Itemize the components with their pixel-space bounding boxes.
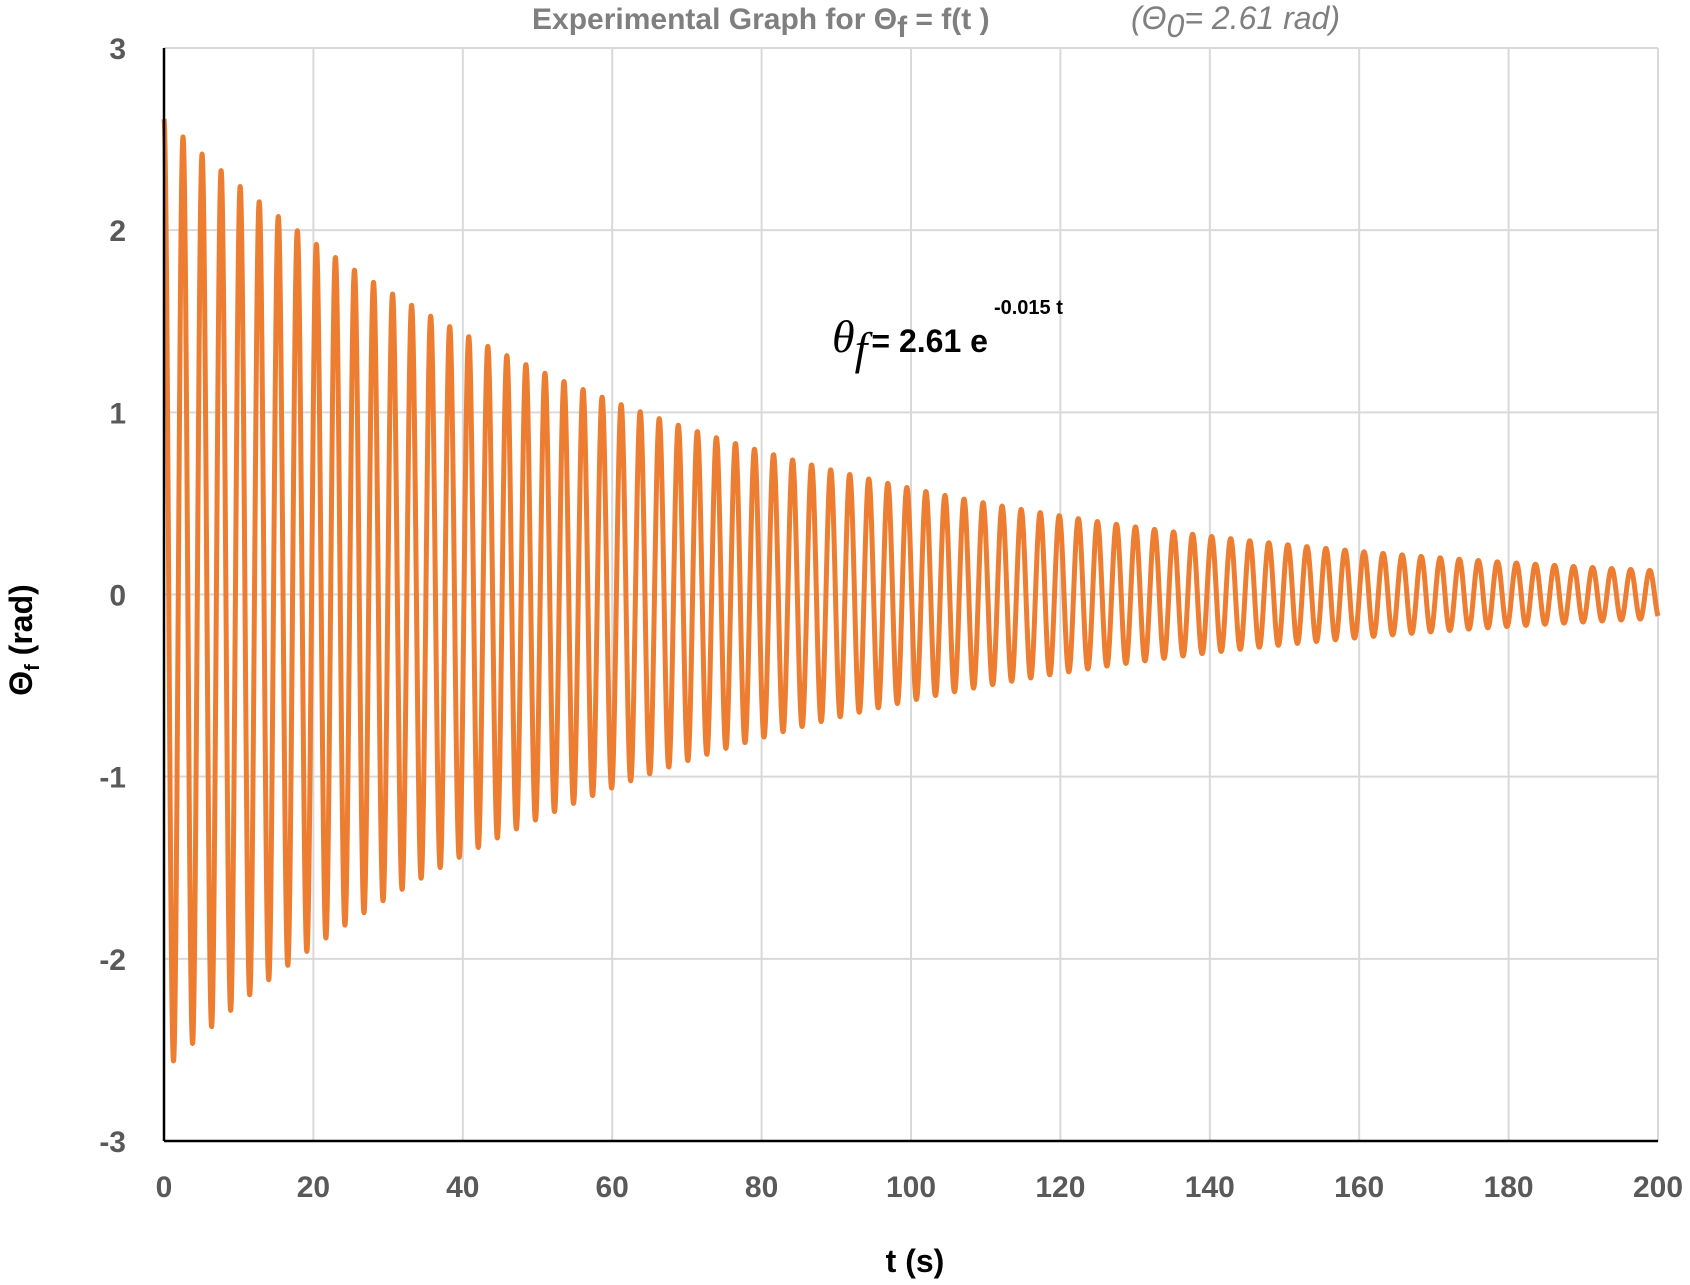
x-tick-label: 180 [1484, 1171, 1534, 1204]
y-tick-label: 3 [109, 33, 126, 66]
x-tick-label: 60 [596, 1171, 629, 1204]
x-tick-label: 120 [1035, 1171, 1085, 1204]
y-axis-title: Θf (rad) [3, 584, 44, 696]
equation-annotation: θf = 2.61 e-0.015 t [832, 297, 1063, 374]
x-tick-label: 160 [1334, 1171, 1384, 1204]
x-tick-label: 140 [1185, 1171, 1235, 1204]
series-layer [161, 117, 1661, 1064]
y-tick-label: 1 [109, 397, 126, 430]
y-tick-label: 2 [109, 215, 126, 248]
x-tick-label: 0 [156, 1171, 173, 1204]
axes [162, 48, 1658, 1143]
chart-title: Experimental Graph for Θf = f(t ) (Θ0= 2… [532, 0, 1340, 44]
tick-labels: 0 20 40 60 80 100 120 140 160 180 200 3 2 1 0 -1 -2 -3 [99, 33, 1683, 1204]
y-tick-label: -1 [99, 762, 126, 795]
series-line [161, 117, 1661, 1064]
x-tick-label: 200 [1633, 1171, 1683, 1204]
y-tick-label: 0 [109, 580, 126, 613]
x-tick-label: 80 [745, 1171, 778, 1204]
x-axis-title: t (s) [886, 1243, 945, 1279]
x-tick-label: 20 [297, 1171, 330, 1204]
x-tick-label: 40 [446, 1171, 479, 1204]
y-tick-label: -3 [99, 1126, 126, 1159]
y-tick-label: -2 [99, 944, 126, 977]
x-tick-label: 100 [886, 1171, 936, 1204]
